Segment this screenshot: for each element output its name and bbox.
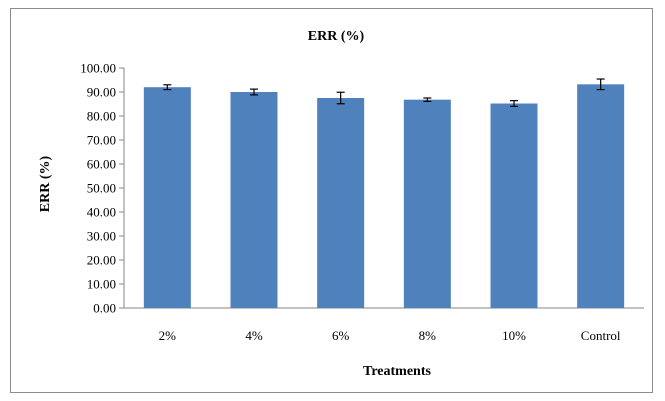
y-tick-label: 60.00: [87, 157, 116, 172]
bar: [403, 99, 451, 309]
y-tick-label: 70.00: [87, 133, 116, 148]
bar: [490, 103, 538, 309]
y-tick-label: 20.00: [87, 253, 116, 268]
y-tick-label: 10.00: [87, 277, 116, 292]
x-axis-label: Treatments: [363, 364, 431, 379]
bar: [317, 98, 365, 308]
x-tick-label: 6%: [332, 328, 350, 343]
bar: [143, 87, 191, 308]
y-tick-label: 30.00: [87, 229, 116, 244]
x-tick-label: Control: [581, 328, 621, 343]
y-axis-label: ERR (%): [38, 155, 53, 212]
x-tick-label: 10%: [502, 328, 526, 343]
y-tick-label: 90.00: [87, 85, 116, 100]
x-tick-label: 8%: [419, 328, 437, 343]
y-tick-label: 100.00: [80, 61, 116, 76]
chart-title: ERR (%): [308, 29, 365, 44]
x-tick-label: 2%: [159, 328, 177, 343]
y-tick-label: 50.00: [87, 181, 116, 196]
x-tick-label: 4%: [245, 328, 263, 343]
bar: [577, 84, 625, 308]
y-tick-label: 0.00: [93, 301, 116, 316]
bar: [230, 92, 278, 308]
y-tick-label: 40.00: [87, 205, 116, 220]
y-tick-label: 80.00: [87, 109, 116, 124]
